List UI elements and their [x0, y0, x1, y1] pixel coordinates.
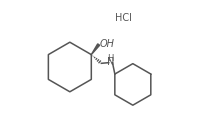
Text: HCl: HCl	[115, 13, 132, 23]
Text: H: H	[107, 54, 114, 63]
Text: OH: OH	[99, 39, 114, 49]
Text: N: N	[107, 57, 114, 67]
Polygon shape	[91, 44, 100, 55]
